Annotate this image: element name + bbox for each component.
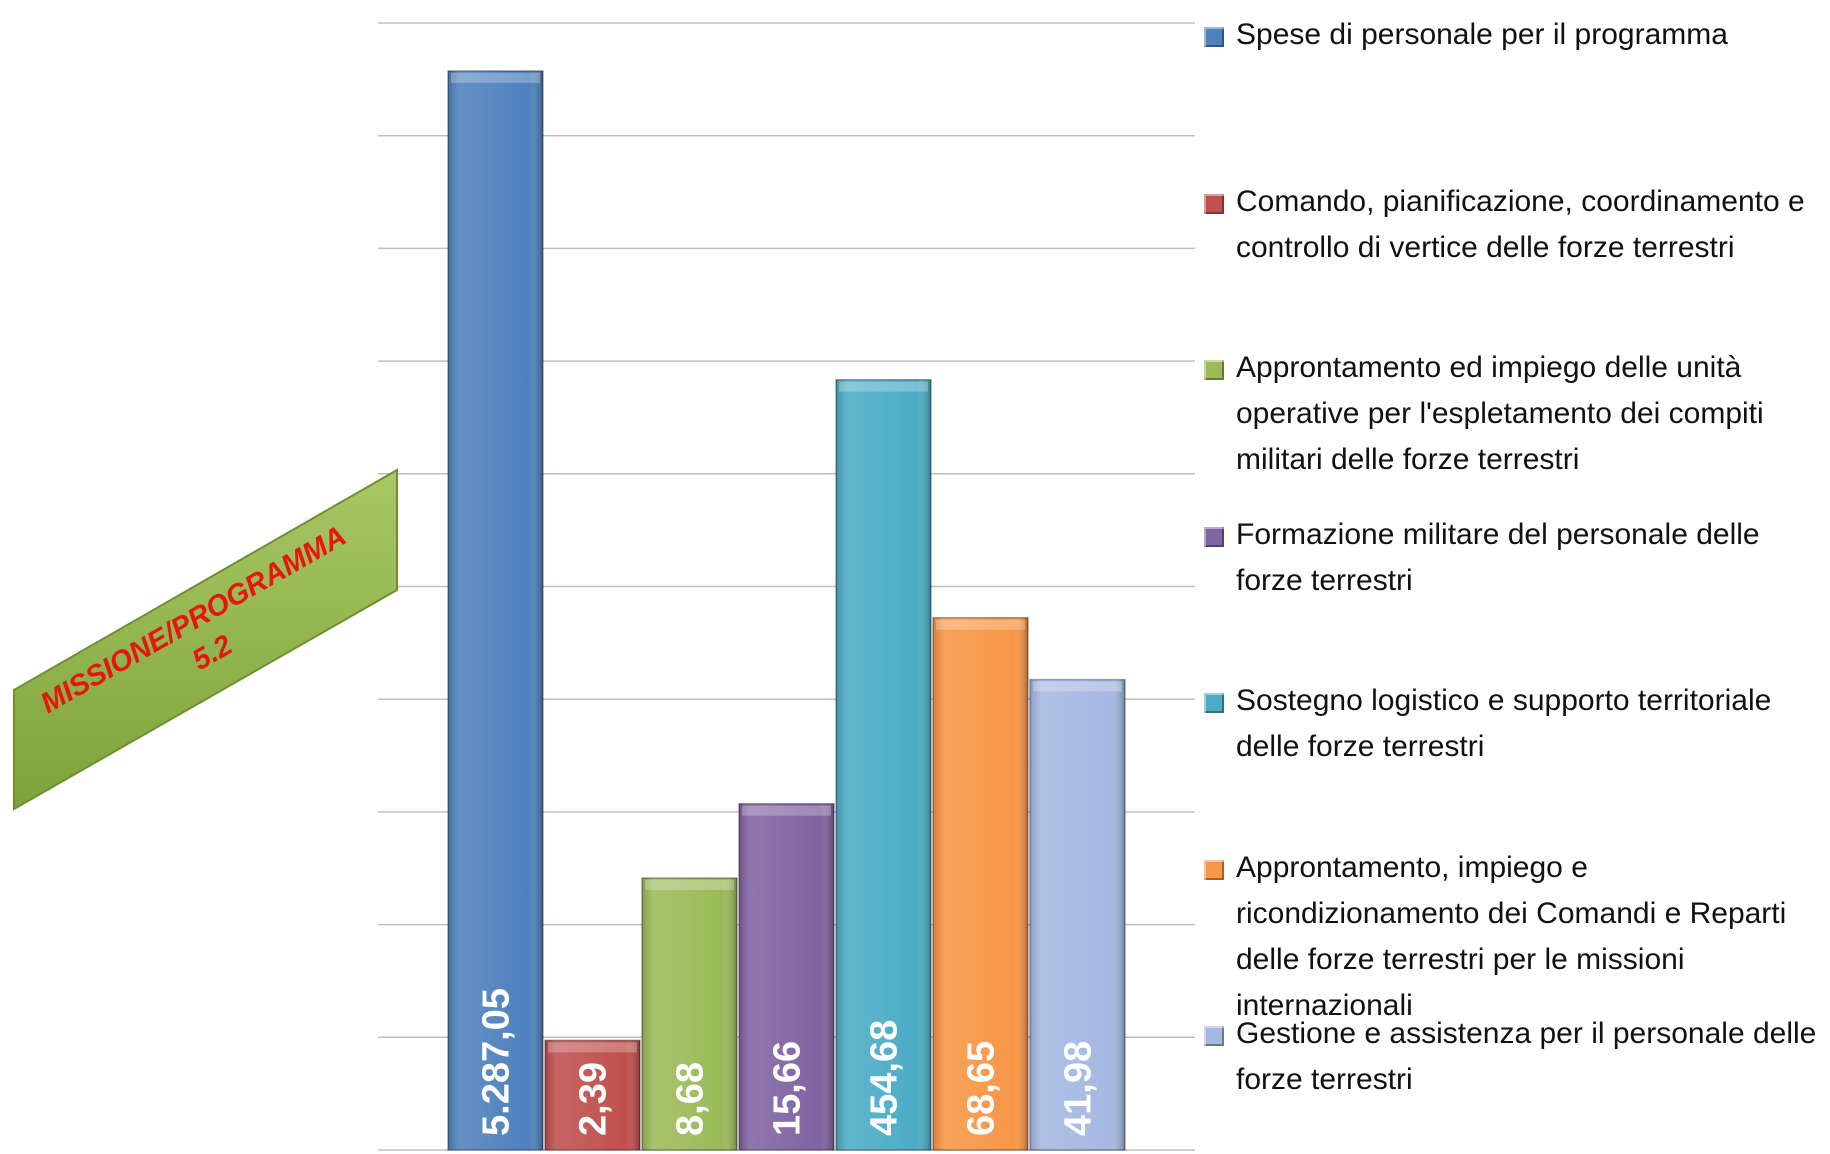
- legend-swatch: [1204, 360, 1224, 380]
- legend-swatch: [1204, 27, 1224, 47]
- bar-cap: [839, 381, 928, 392]
- bar-shade: [642, 877, 737, 1150]
- value-label: 8,68: [670, 1062, 712, 1136]
- bars: 5.287,05 2,39 8,68 15,66 454,68 68,65 41,98: [447, 70, 1126, 1151]
- value-label: 15,66: [767, 1041, 809, 1136]
- bar-shade: [545, 1040, 640, 1150]
- legend-swatch: [1204, 193, 1224, 214]
- legend-entry: Approntamento, impiego e ricondizionamen…: [1204, 845, 1824, 1029]
- value-label: 454,68: [864, 1020, 906, 1136]
- value-label: 5.287,05: [476, 988, 518, 1136]
- bar-cap: [451, 72, 540, 83]
- bar-cap: [645, 879, 734, 890]
- bar-cap: [1033, 681, 1122, 692]
- legend-entry: Spese di personale per il programma: [1204, 12, 1824, 58]
- legend-label: Approntamento, impiego e ricondizionamen…: [1236, 850, 1787, 1022]
- value-label: 68,65: [961, 1041, 1003, 1136]
- value-label: 2,39: [573, 1062, 615, 1136]
- value-label: 41,98: [1058, 1041, 1100, 1136]
- bar-cap: [548, 1042, 637, 1053]
- bar-cap: [742, 805, 831, 816]
- annotation-panel: [13, 468, 398, 811]
- legend-entry: Gestione e assistenza per il personale d…: [1204, 1011, 1824, 1103]
- legend-entry: Formazione militare del personale delle …: [1204, 512, 1824, 604]
- bar-shade: [1030, 679, 1125, 1150]
- legend-swatch: [1204, 693, 1224, 713]
- legend-entry: Sostegno logistico e supporto territoria…: [1204, 678, 1824, 770]
- bar-shade: [836, 379, 931, 1150]
- legend-label: Comando, pianificazione, coordinamento e…: [1236, 184, 1805, 264]
- legend-label: Formazione militare del personale delle …: [1236, 517, 1760, 597]
- bar-cap: [936, 619, 1025, 630]
- legend-label: Gestione e assistenza per il personale d…: [1236, 1017, 1817, 1096]
- legend-label: Spese di personale per il programma: [1236, 18, 1728, 51]
- legend-entry: Comando, pianificazione, coordinamento e…: [1204, 179, 1824, 271]
- bar-shade: [739, 803, 834, 1150]
- legend-label: Approntamento ed impiego delle unità ope…: [1236, 351, 1764, 476]
- bar-shade: [933, 617, 1028, 1150]
- legend-swatch: [1204, 859, 1224, 880]
- legend-entry: Approntamento ed impiego delle unità ope…: [1204, 345, 1824, 483]
- legend-swatch: [1204, 1026, 1224, 1046]
- legend-swatch: [1204, 526, 1224, 547]
- legend-label: Sostegno logistico e supporto territoria…: [1236, 684, 1772, 763]
- bar-shade: [448, 70, 543, 1150]
